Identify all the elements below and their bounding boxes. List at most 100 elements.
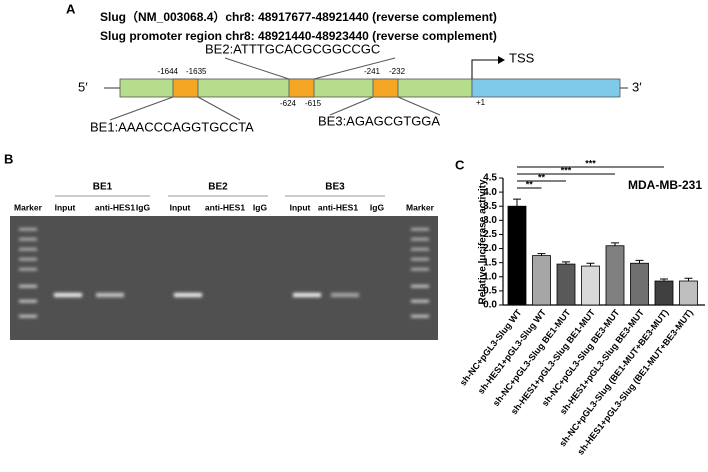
panel-label: B [4,151,13,166]
ladder-band [411,300,429,303]
error-bar [611,242,619,246]
binding-element [372,78,399,98]
ladder-band [19,258,37,261]
position-label: -241 [364,67,381,76]
group-label: BE2 [208,182,228,193]
chart-title: MDA-MB-231 [628,178,702,192]
group-label: BE3 [325,182,345,193]
bar [556,263,576,306]
position-label: -615 [305,99,322,108]
lane-label: IgG [370,202,385,212]
tss-label: TSS [509,50,535,65]
dna-band [293,293,321,297]
connector [109,96,174,121]
ladder-band [19,300,37,303]
y-tick-label: 0.5 [483,286,497,297]
bar [605,245,625,306]
y-tick-label: 1.5 [483,257,497,268]
ladder-band [411,285,429,288]
lane-label: Input [55,202,76,212]
ladder-band [411,248,429,251]
dna-band [331,293,359,297]
dna-band [54,293,82,297]
error-bar [660,278,668,282]
y-tick-label: 2.0 [483,243,497,254]
error-bar [586,262,595,267]
binding-element [172,78,199,98]
y-tick-label: 0.0 [483,300,497,311]
error-bar [537,253,546,256]
significance-label: *** [585,158,596,168]
panel-a: A Slug（NM_003068.4）chr8: 48917677-489214… [66,1,642,134]
ladder-band [19,268,37,271]
be2-sequence: BE2:ATTTGCACGCGGCCGC [205,41,380,56]
ladder-band [411,258,429,261]
lane-label: Marker [14,202,43,212]
binding-element [288,78,315,98]
connector [313,57,396,80]
lane-label: Input [290,202,311,212]
ladder-band [19,248,37,251]
error-bar [562,261,570,265]
y-axis-label: Relative luciferase activity [478,179,489,305]
be1-sequence: BE1:AAACCCAGGTGCCTA [90,119,254,134]
bar [532,255,551,306]
tss-arrow [471,59,498,79]
be3-sequence: BE3:AGAGCGTGGA [318,113,440,128]
connector [329,96,374,116]
y-tick-label: 3.5 [483,201,497,212]
ladder-band [411,268,429,271]
five-prime: 5′ [78,79,88,94]
ladder-band [19,238,37,241]
lane-label: anti-HES1 [205,202,245,212]
bar [679,280,698,306]
position-label: -232 [389,67,406,76]
bar [654,280,674,306]
ladder-band [411,238,429,241]
panel-label: C [455,157,465,172]
ladder-band [19,228,37,231]
ladder-band [411,228,429,231]
gel-image [10,216,438,340]
bar [507,205,527,306]
connector [397,96,441,116]
ladder-band [19,285,37,288]
significance-label: ** [526,179,534,189]
lane-label: IgG [136,202,151,212]
y-tick-label: 3.0 [483,215,497,226]
position-label: +1 [476,98,486,107]
bar [630,262,649,306]
gel [10,216,438,340]
lane-label: anti-HES1 [318,202,358,212]
group-label: BE1 [93,182,113,193]
x-tick-label: sh-HES1+pGL3-Slug (BE1-MUT+BE3-MUT) [575,308,695,457]
y-tick-label: 4.5 [483,173,497,184]
arrow-head [498,56,505,64]
error-bar [635,259,644,264]
y-tick-label: 1.0 [483,271,497,282]
ladder-band [411,315,429,318]
connector [224,57,290,80]
dna-band [174,293,202,297]
connector [197,96,241,121]
significance-label: *** [561,165,572,175]
lane-label: IgG [253,202,268,212]
bar [581,265,600,306]
promoter-info: Slug promoter region chr8: 48921440-4892… [100,29,497,43]
position-label: -1635 [186,67,207,76]
error-bar [684,277,693,282]
lane-label: Marker [406,202,435,212]
significance-label: ** [538,172,546,182]
ladder-band [19,315,37,318]
lane-label: Input [170,202,191,212]
gene-region [471,78,621,98]
y-tick-label: 2.5 [483,229,497,240]
gene-info: Slug（NM_003068.4）chr8: 48917677-48921440… [100,9,497,24]
three-prime: 3′ [632,79,642,94]
panel-c: C MDA-MB-231 Relative luciferase activit… [455,157,705,457]
lane-label: anti-HES1 [95,202,135,212]
y-tick-label: 4.0 [483,187,497,198]
dna-band [96,293,124,297]
